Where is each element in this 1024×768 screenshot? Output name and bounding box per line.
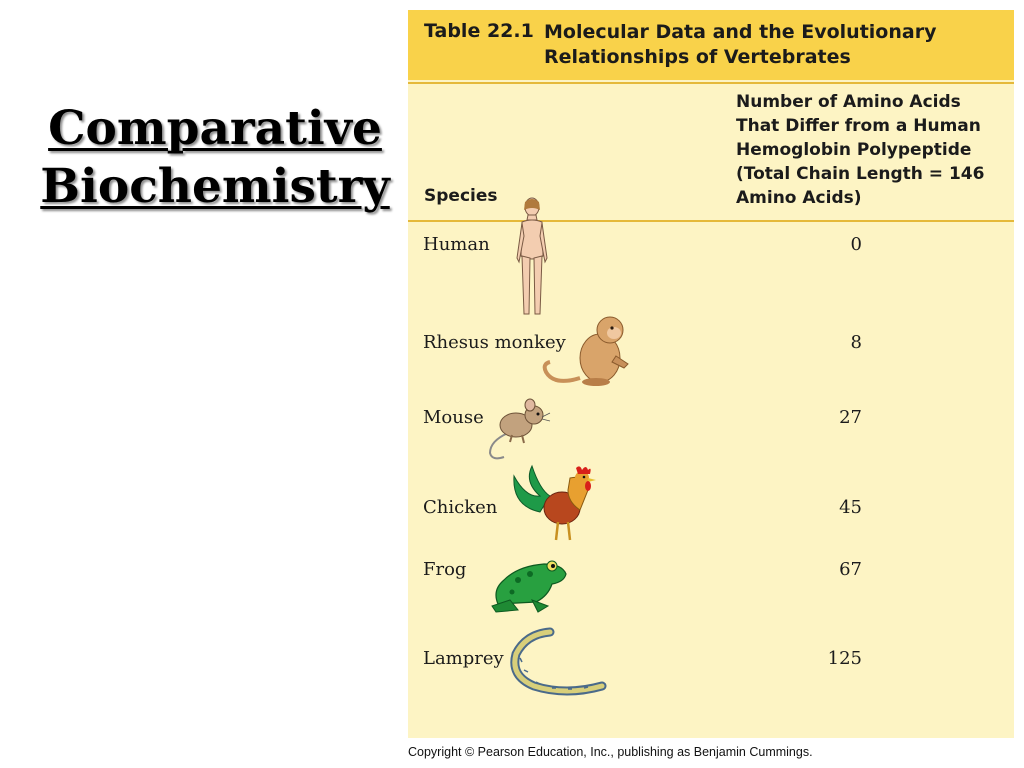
header-rule-bottom [408, 220, 1014, 222]
frog-icon [491, 560, 567, 613]
table-figure: Table 22.1 Molecular Data and the Evolut… [408, 10, 1014, 738]
slide-title-line2: Biochemistry [40, 159, 390, 214]
row-species-rhesus-monkey: Rhesus monkey [423, 332, 566, 353]
row-value-frog: 67 [839, 559, 862, 580]
copyright-notice: Copyright © Pearson Education, Inc., pub… [408, 745, 813, 759]
row-species-frog: Frog [423, 559, 467, 580]
table-number: Table 22.1 [424, 20, 534, 42]
header-rule-top [408, 82, 1014, 84]
row-value-rhesus-monkey: 8 [850, 332, 862, 353]
slide-title: Comparative Biochemistry [30, 100, 400, 216]
table-title: Molecular Data and the Evolutionary Rela… [544, 21, 937, 68]
monkey-icon [542, 316, 629, 386]
human-figure-icon [516, 197, 548, 315]
table-header-bar [408, 10, 1014, 80]
row-species-lamprey: Lamprey [423, 648, 504, 669]
column-header-species: Species [424, 186, 498, 206]
row-species-human: Human [423, 234, 490, 255]
lamprey-icon [510, 627, 607, 696]
row-species-mouse: Mouse [423, 407, 484, 428]
row-value-human: 0 [850, 234, 862, 255]
row-value-chicken: 45 [839, 497, 862, 518]
row-species-chicken: Chicken [423, 497, 498, 518]
mouse-icon [488, 398, 551, 460]
row-value-lamprey: 125 [827, 648, 862, 669]
row-value-mouse: 27 [839, 407, 862, 428]
slide-title-line1: Comparative [48, 101, 382, 156]
column-header-amino-acids: Number of Amino Acids That Differ from a… [736, 92, 985, 208]
chicken-icon [513, 464, 596, 541]
